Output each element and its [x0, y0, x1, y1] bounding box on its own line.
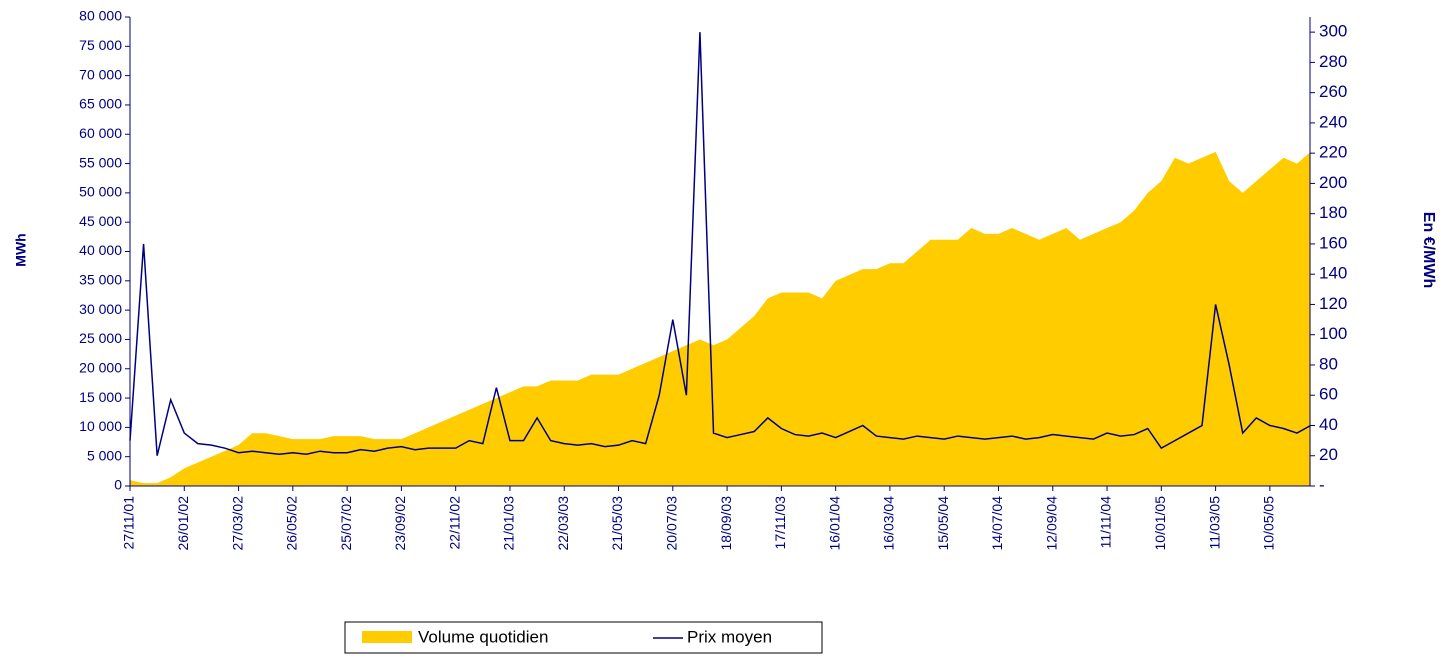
x-tick-label: 10/01/05: [1152, 496, 1168, 551]
legend-label: Prix moyen: [687, 627, 772, 646]
volume-area: [130, 151, 1311, 486]
x-tick-label: 26/01/02: [175, 496, 191, 551]
y2-tick-label: -: [1319, 475, 1325, 494]
y2-tick-label: 240: [1319, 112, 1347, 131]
legend-label: Volume quotidien: [418, 627, 548, 646]
y-tick-label: 20 000: [79, 359, 122, 375]
x-tick-label: 21/01/03: [501, 496, 517, 551]
x-tick-label: 23/09/02: [392, 496, 408, 551]
y-tick-label: 80 000: [79, 8, 122, 24]
x-tick-label: 15/05/04: [935, 496, 951, 551]
legend-box: [344, 621, 823, 654]
x-tick-label: 10/05/05: [1261, 496, 1277, 551]
x-tick-label: 12/09/04: [1043, 496, 1059, 551]
y-tick-label: 60 000: [79, 125, 122, 141]
y-tick-label: 15 000: [79, 389, 122, 405]
price-line: [129, 32, 1311, 456]
x-tick-label: 25/07/02: [338, 496, 354, 551]
y-tick-label: 25 000: [79, 330, 122, 346]
y2-tick-label: 160: [1319, 233, 1347, 252]
y-tick-label: 5 000: [87, 447, 122, 463]
x-tick-label: 22/11/02: [446, 496, 462, 550]
legend-swatch: [362, 631, 412, 643]
y2-tick-label: 220: [1319, 143, 1347, 162]
y-tick-label: 0: [114, 477, 122, 493]
y-tick-label: 10 000: [79, 418, 122, 434]
x-tick-label: 18/09/03: [718, 496, 734, 551]
y-tick-label: 35 000: [79, 272, 122, 288]
y2-tick-label: 80: [1319, 354, 1338, 373]
x-tick-label: 16/01/04: [826, 496, 842, 551]
x-tick-label: 11/03/05: [1206, 496, 1222, 550]
x-tick-label: 20/07/03: [664, 496, 680, 551]
y-tick-label: 55 000: [79, 154, 122, 170]
x-tick-label: 27/03/02: [229, 496, 245, 551]
y-axis-label: MWh: [13, 233, 29, 266]
y-tick-label: 70 000: [79, 66, 122, 82]
y-tick-label: 50 000: [79, 184, 122, 200]
y2-axis-label: En €/MWh: [1420, 212, 1437, 288]
y-tick-label: 45 000: [79, 213, 122, 229]
x-tick-label: 11/11/04: [1098, 496, 1114, 549]
y-tick-label: 40 000: [79, 242, 122, 258]
y2-tick-label: 140: [1319, 264, 1347, 283]
y2-tick-label: 260: [1319, 82, 1347, 101]
x-tick-label: 22/03/03: [555, 496, 571, 551]
y-tick-label: 75 000: [79, 37, 122, 53]
x-tick-label: 14/07/04: [989, 496, 1005, 551]
y2-tick-label: 60: [1319, 385, 1338, 404]
x-tick-label: 21/05/03: [609, 496, 625, 551]
y2-tick-label: 20: [1319, 445, 1338, 464]
y-tick-label: 30 000: [79, 301, 122, 317]
x-tick-label: 27/11/01: [121, 496, 137, 550]
y2-tick-label: 100: [1319, 324, 1347, 343]
y2-tick-label: 120: [1319, 294, 1347, 313]
y2-tick-label: 300: [1319, 22, 1347, 41]
y-tick-label: 65 000: [79, 96, 122, 112]
x-tick-label: 16/03/04: [881, 496, 897, 551]
y2-tick-label: 180: [1319, 203, 1347, 222]
y2-tick-label: 200: [1319, 173, 1347, 192]
y2-tick-label: 40: [1319, 415, 1338, 434]
y2-tick-label: 280: [1319, 52, 1347, 71]
x-tick-label: 17/11/03: [772, 496, 788, 550]
x-tick-label: 26/05/02: [284, 496, 300, 551]
